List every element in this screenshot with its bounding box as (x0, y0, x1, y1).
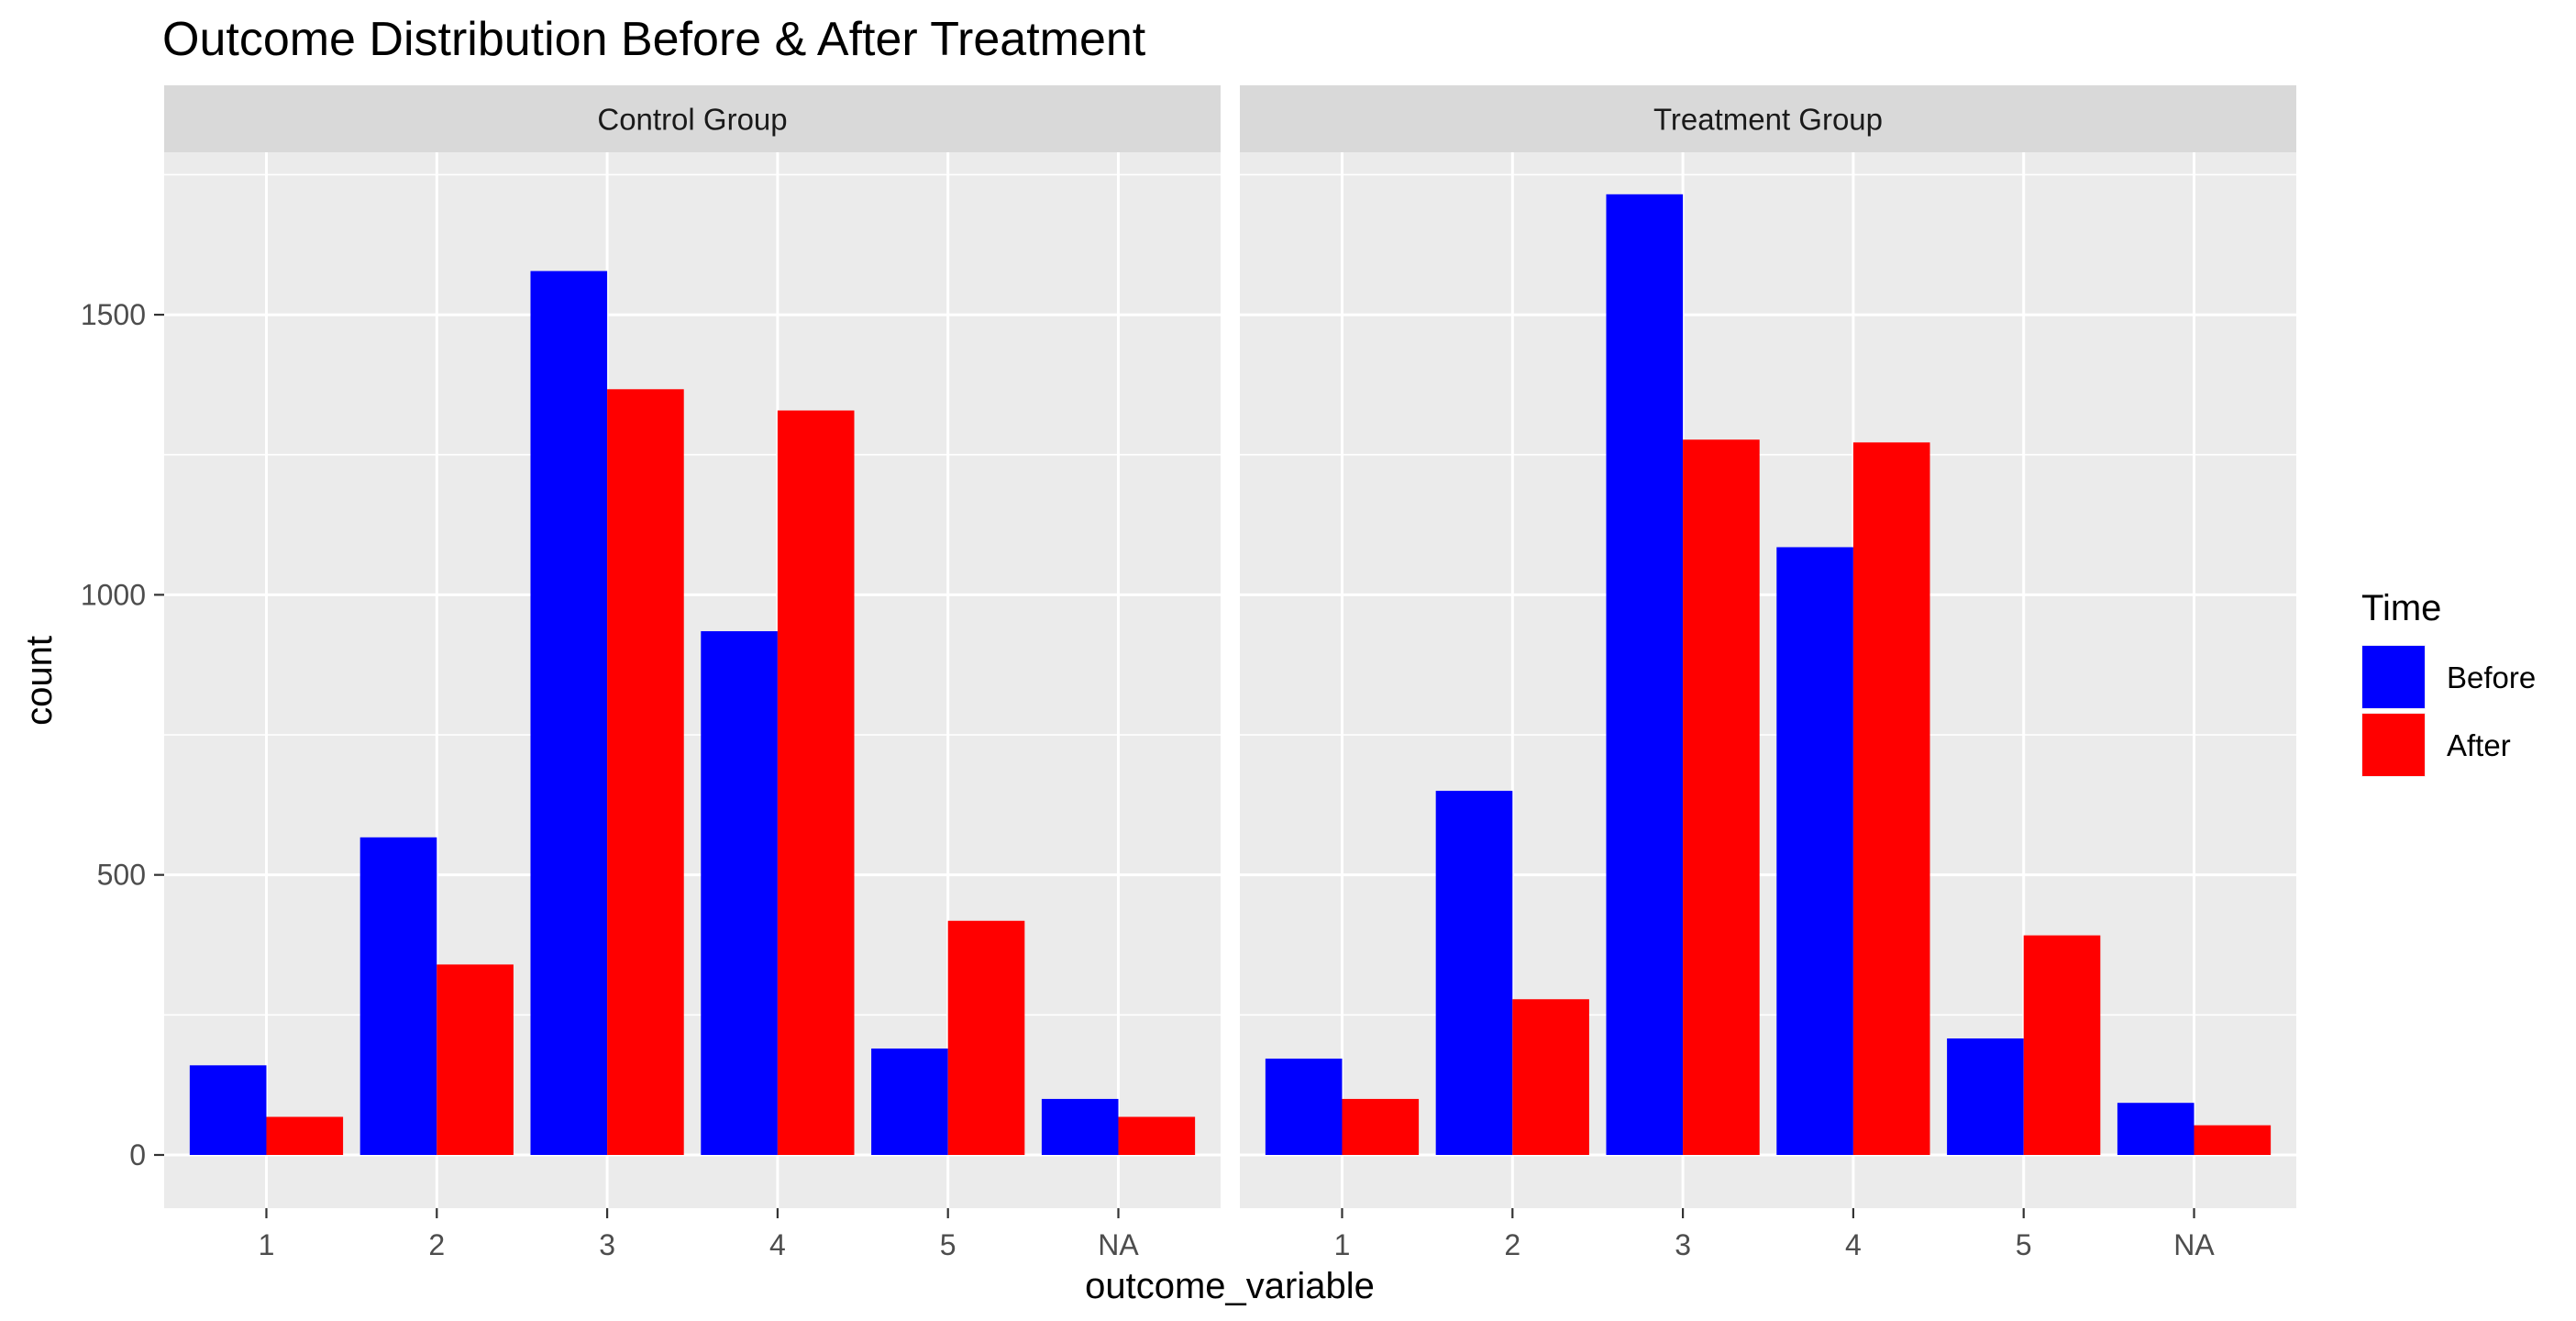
x-axis-title: outcome_variable (1085, 1266, 1375, 1306)
x-tick-label: NA (1098, 1228, 1139, 1261)
x-tick-label: 2 (428, 1228, 445, 1261)
bar-before (1776, 547, 1853, 1155)
facet-strip-label: Treatment Group (1653, 103, 1883, 137)
x-tick-label: 4 (769, 1228, 786, 1261)
bar-before (2117, 1103, 2195, 1155)
x-tick-label: 5 (2016, 1228, 2032, 1261)
facet-strip (164, 85, 1221, 152)
x-tick-label: 3 (599, 1228, 615, 1261)
legend-entries: Before After (2361, 645, 2536, 777)
bar-before (1435, 791, 1513, 1155)
bar-before (1265, 1058, 1343, 1155)
bar-after (1852, 442, 1930, 1155)
x-tick-labels: 1 2 3 4 5 NA (259, 1208, 1139, 1261)
y-axis-title: count (19, 636, 60, 726)
bar-after (2023, 935, 2101, 1155)
chart-title: Outcome Distribution Before & After Trea… (162, 13, 1146, 66)
bar-before (530, 271, 608, 1155)
x-tick-label: 4 (1845, 1228, 1862, 1261)
bar-before (1606, 194, 1684, 1155)
legend-key-after (2362, 714, 2425, 776)
bar-after (607, 389, 684, 1155)
legend-label: After (2447, 728, 2511, 762)
bar-after (947, 920, 1025, 1155)
bar-after (1683, 439, 1760, 1155)
bar-before (871, 1048, 948, 1155)
legend: Time Before After (2361, 588, 2536, 777)
bar-after (1512, 999, 1589, 1155)
y-tick-label: 500 (97, 859, 146, 892)
bar-after (437, 964, 514, 1155)
bar-before (701, 631, 778, 1155)
legend-key-before (2362, 646, 2425, 708)
legend-label: Before (2447, 660, 2536, 694)
y-tick-label: 0 (129, 1138, 146, 1171)
x-tick-label: NA (2173, 1228, 2215, 1261)
y-tick-label: 1500 (81, 298, 146, 331)
x-tick-label: 5 (940, 1228, 956, 1261)
x-tick-labels: 1 2 3 4 5 NA (1334, 1208, 2215, 1261)
panel-background (164, 152, 1221, 1208)
x-tick-label: 1 (259, 1228, 275, 1261)
facet-strip-label: Control Group (597, 103, 787, 137)
bar-after (777, 410, 855, 1155)
y-tick-label: 1000 (81, 578, 146, 611)
x-tick-label: 2 (1504, 1228, 1520, 1261)
bar-after (266, 1116, 344, 1155)
legend-title: Time (2361, 588, 2441, 628)
bar-after (1342, 1098, 1420, 1155)
y-tick-labels: 0 500 1000 1500 (81, 298, 164, 1171)
bars (1265, 194, 2272, 1155)
bars (189, 271, 1196, 1155)
x-tick-label: 3 (1675, 1228, 1691, 1261)
bar-before (1947, 1038, 2024, 1155)
bar-before (189, 1065, 267, 1155)
bar-before (359, 837, 437, 1155)
bar-after (1118, 1116, 1196, 1155)
bar-after (2194, 1125, 2272, 1155)
facet-panel: Treatment Group 1 2 3 4 5 NA (1240, 85, 2296, 1261)
bar-before (1041, 1098, 1119, 1155)
x-tick-label: 1 (1334, 1228, 1351, 1261)
facet-panel: Control Group 1 2 3 4 5 NA (164, 85, 1221, 1261)
panel-background (1240, 152, 2296, 1208)
facet-strip (1240, 85, 2296, 152)
